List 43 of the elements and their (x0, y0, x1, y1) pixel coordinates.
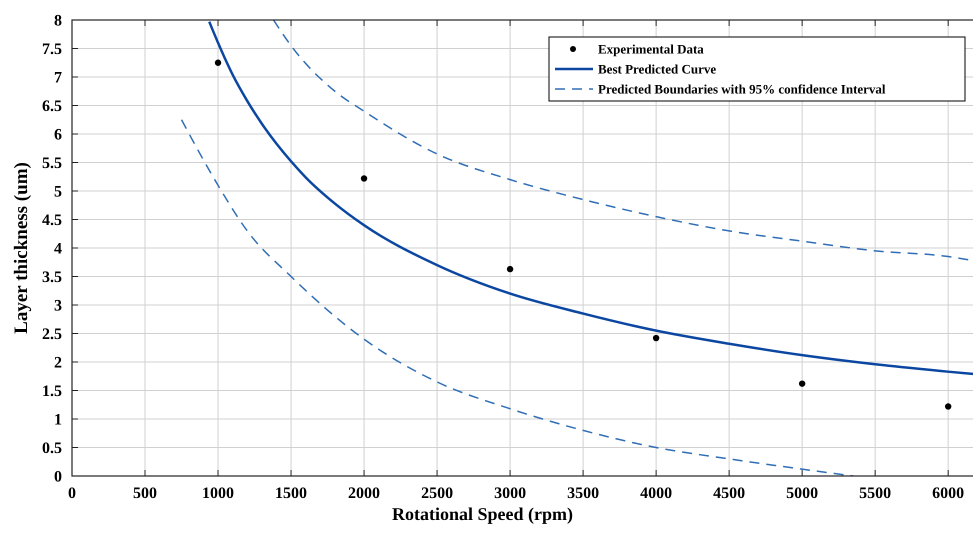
legend-label: Best Predicted Curve (598, 62, 716, 76)
x-tick-label: 0 (68, 485, 76, 502)
y-tick-label: 6.5 (42, 98, 62, 115)
point (360, 175, 368, 182)
x-tick-label: 1000 (202, 485, 234, 502)
point (652, 334, 660, 342)
y-tick-label: 5.5 (42, 155, 62, 172)
y-tick-label: 4.5 (42, 212, 62, 229)
point (798, 380, 806, 387)
line-series (208, 20, 973, 376)
x-tick-label: 6000 (932, 485, 964, 502)
y-tick-label: 3.5 (42, 269, 62, 286)
y-tick-label: 2.5 (42, 326, 62, 343)
x-tick-label: 500 (133, 485, 158, 502)
y-tick-label: 1 (54, 412, 62, 428)
legend-label: Experimental Data (598, 42, 704, 56)
x-tick-label: 3500 (567, 485, 600, 502)
x-tick-label: 4500 (713, 485, 746, 502)
x-tick-label: 1500 (275, 485, 308, 502)
x-tick-label: 2000 (348, 485, 380, 502)
x-tick-label: 3000 (494, 485, 526, 502)
point (506, 266, 514, 272)
point (214, 60, 222, 66)
y-tick-label: 7.5 (42, 41, 62, 58)
y-tick-label: 3 (54, 298, 62, 314)
legend-label: Predicted Boundaries with 95% confidence Interval (598, 82, 886, 96)
x-tick-label: 5500 (859, 485, 892, 502)
y-tick-label: 0.5 (42, 440, 62, 457)
y-axis-title: Layer thickness (um) (11, 162, 32, 334)
point (944, 403, 952, 410)
x-axis-title: Rotational Speed (rpm) (392, 504, 573, 524)
y-tick-label: 1.5 (42, 383, 62, 400)
y-tick-label: 5 (54, 184, 62, 200)
y-tick-label: 7 (54, 70, 62, 86)
x-tick-label: 4000 (640, 485, 672, 502)
y-tick-label: 2 (54, 354, 62, 372)
x-tick-label: 5000 (786, 485, 818, 502)
y-tick-label: 4 (54, 240, 62, 258)
y-tick-label: 6 (54, 126, 62, 144)
x-tick-label: 2500 (421, 485, 454, 502)
y-tick-label: 8 (54, 12, 62, 30)
line-series (180, 119, 854, 476)
y-tick-label: 0 (54, 468, 62, 486)
